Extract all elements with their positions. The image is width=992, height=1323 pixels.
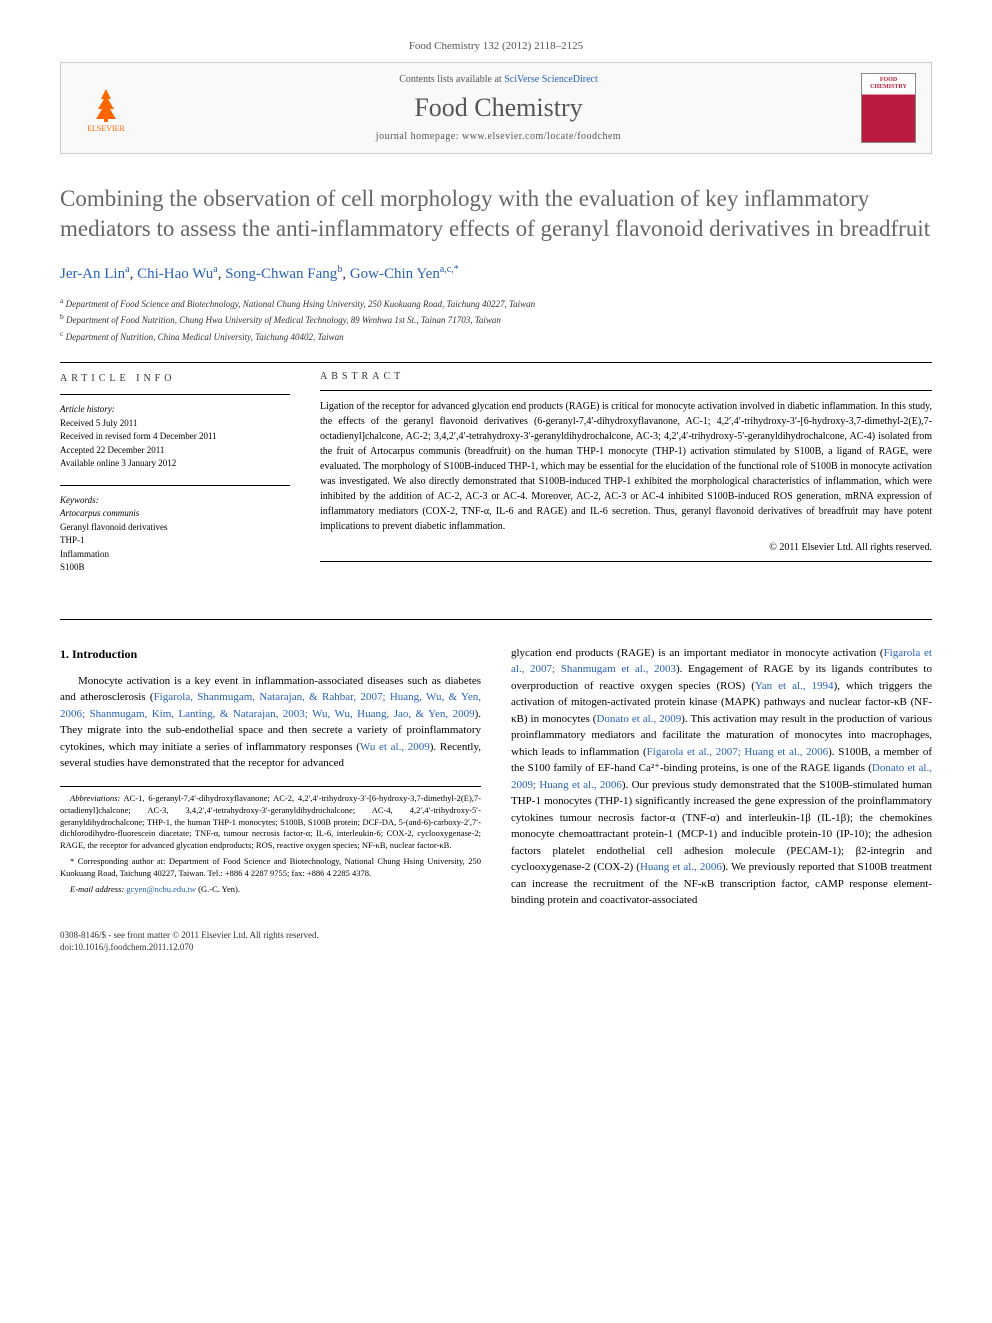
- homepage-url: www.elsevier.com/locate/foodchem: [462, 131, 621, 142]
- cover-title-2: CHEMISTRY: [870, 84, 907, 91]
- affil-text: Department of Food Nutrition, Chung Hwa …: [66, 315, 501, 325]
- section-name: Introduction: [72, 647, 137, 661]
- elsevier-label: ELSEVIER: [87, 124, 125, 133]
- history-item: Received in revised form 4 December 2011: [60, 430, 290, 444]
- journal-banner: ELSEVIER Contents lists available at Sci…: [60, 62, 932, 154]
- cover-title-1: FOOD: [880, 77, 897, 84]
- author-link[interactable]: Jer-An Lin: [60, 266, 125, 282]
- banner-center: Contents lists available at SciVerse Sci…: [136, 74, 861, 142]
- corresponding-footnote: * Corresponding author at: Department of…: [60, 856, 481, 880]
- abstract-col: ABSTRACT Ligation of the receptor for ad…: [320, 371, 932, 589]
- abbrev-footnote: Abbreviations: AC-1, 6-geranyl-7,4′-dihy…: [60, 793, 481, 852]
- article-title: Combining the observation of cell morpho…: [60, 184, 932, 244]
- journal-name: Food Chemistry: [136, 93, 861, 123]
- affiliation-row: a Department of Food Science and Biotech…: [60, 295, 932, 312]
- divider: [320, 561, 932, 562]
- divider: [60, 619, 932, 620]
- keyword-item: Geranyl flavonoid derivatives: [60, 521, 290, 535]
- email-link[interactable]: gcyen@nchu.edu.tw: [126, 884, 196, 894]
- abstract-heading: ABSTRACT: [320, 371, 932, 382]
- keyword-item: Artocarpus communis: [60, 507, 290, 521]
- history-item: Accepted 22 December 2011: [60, 444, 290, 458]
- footnotes: Abbreviations: AC-1, 6-geranyl-7,4′-dihy…: [60, 786, 481, 896]
- keyword-item: Inflammation: [60, 548, 290, 562]
- author-affil: b: [337, 264, 342, 275]
- contents-prefix: Contents lists available at: [399, 74, 504, 85]
- affil-sup: c: [60, 329, 63, 338]
- scidirect-link[interactable]: SciVerse ScienceDirect: [504, 74, 598, 85]
- citation-header: Food Chemistry 132 (2012) 2118–2125: [60, 40, 932, 52]
- history-item: Available online 3 January 2012: [60, 457, 290, 471]
- citation-link[interactable]: Figarola et al., 2007; Huang et al., 200…: [647, 746, 828, 758]
- keyword-item: THP-1: [60, 534, 290, 548]
- email-suffix: (G.-C. Yen).: [196, 884, 240, 894]
- article-info-col: ARTICLE INFO Article history: Received 5…: [60, 371, 290, 589]
- authors-line: Jer-An Lina, Chi-Hao Wua, Song-Chwan Fan…: [60, 264, 932, 283]
- homepage-line: journal homepage: www.elsevier.com/locat…: [136, 131, 861, 142]
- body-col-left: 1. Introduction Monocyte activation is a…: [60, 645, 481, 909]
- email-footnote: E-mail address: gcyen@nchu.edu.tw (G.-C.…: [60, 884, 481, 896]
- abstract-text: Ligation of the receptor for advanced gl…: [320, 399, 932, 534]
- keywords-label: Keywords:: [60, 494, 290, 508]
- corr-text: Corresponding author at: Department of F…: [60, 856, 481, 878]
- email-label: E-mail address:: [70, 884, 124, 894]
- affil-text: Department of Nutrition, China Medical U…: [66, 332, 344, 342]
- copyright-line: © 2011 Elsevier Ltd. All rights reserved…: [320, 542, 932, 553]
- author-affil: a,c,*: [440, 264, 459, 275]
- body-col-right: glycation end products (RAGE) is an impo…: [511, 645, 932, 909]
- history-label: Article history:: [60, 403, 290, 417]
- affiliations: a Department of Food Science and Biotech…: [60, 295, 932, 345]
- history-block: Article history: Received 5 July 2011 Re…: [60, 403, 290, 471]
- journal-cover: FOOD CHEMISTRY: [861, 73, 916, 143]
- affil-sup: a: [60, 296, 63, 305]
- elsevier-tree-icon: [86, 84, 126, 124]
- keyword-item: S100B: [60, 561, 290, 575]
- affiliation-row: b Department of Food Nutrition, Chung Hw…: [60, 311, 932, 328]
- homepage-prefix: journal homepage:: [376, 131, 462, 142]
- divider: [60, 485, 290, 486]
- author-link[interactable]: Song-Chwan Fang: [225, 266, 337, 282]
- footer-line-2: doi:10.1016/j.foodchem.2011.12.070: [60, 941, 932, 954]
- author-link[interactable]: Chi-Hao Wu: [137, 266, 213, 282]
- author-link[interactable]: Gow-Chin Yen: [350, 266, 440, 282]
- elsevier-logo: ELSEVIER: [76, 78, 136, 138]
- article-info-heading: ARTICLE INFO: [60, 371, 290, 386]
- affiliation-row: c Department of Nutrition, China Medical…: [60, 328, 932, 345]
- body-text: glycation end products (RAGE) is an impo…: [511, 647, 884, 659]
- info-abstract-row: ARTICLE INFO Article history: Received 5…: [60, 371, 932, 589]
- body-paragraph: glycation end products (RAGE) is an impo…: [511, 645, 932, 909]
- divider: [320, 390, 932, 391]
- body-paragraph: Monocyte activation is a key event in in…: [60, 673, 481, 772]
- section-title: 1. Introduction: [60, 645, 481, 663]
- abbrev-label: Abbreviations:: [70, 793, 120, 803]
- keywords-block: Keywords: Artocarpus communis Geranyl fl…: [60, 494, 290, 575]
- citation-link[interactable]: Yan et al., 1994: [755, 680, 834, 692]
- citation-link[interactable]: Wu et al., 2009: [360, 741, 430, 753]
- contents-line: Contents lists available at SciVerse Sci…: [136, 74, 861, 85]
- body-columns: 1. Introduction Monocyte activation is a…: [60, 645, 932, 909]
- author-affil: a: [213, 264, 217, 275]
- affil-text: Department of Food Science and Biotechno…: [66, 299, 536, 309]
- divider: [60, 394, 290, 395]
- history-item: Received 5 July 2011: [60, 417, 290, 431]
- affil-sup: b: [60, 312, 64, 321]
- abbrev-text: AC-1, 6-geranyl-7,4′-dihydroxyflavanone;…: [60, 793, 481, 851]
- footer-line-1: 0308-8146/$ - see front matter © 2011 El…: [60, 929, 932, 942]
- page-footer: 0308-8146/$ - see front matter © 2011 El…: [60, 929, 932, 954]
- citation-link[interactable]: Donato et al., 2009: [596, 713, 681, 725]
- divider: [60, 362, 932, 363]
- author-affil: a: [125, 264, 129, 275]
- section-number: 1.: [60, 647, 69, 661]
- body-text: ). Our previous study demonstrated that …: [511, 779, 932, 874]
- citation-link[interactable]: Huang et al., 2006: [640, 861, 722, 873]
